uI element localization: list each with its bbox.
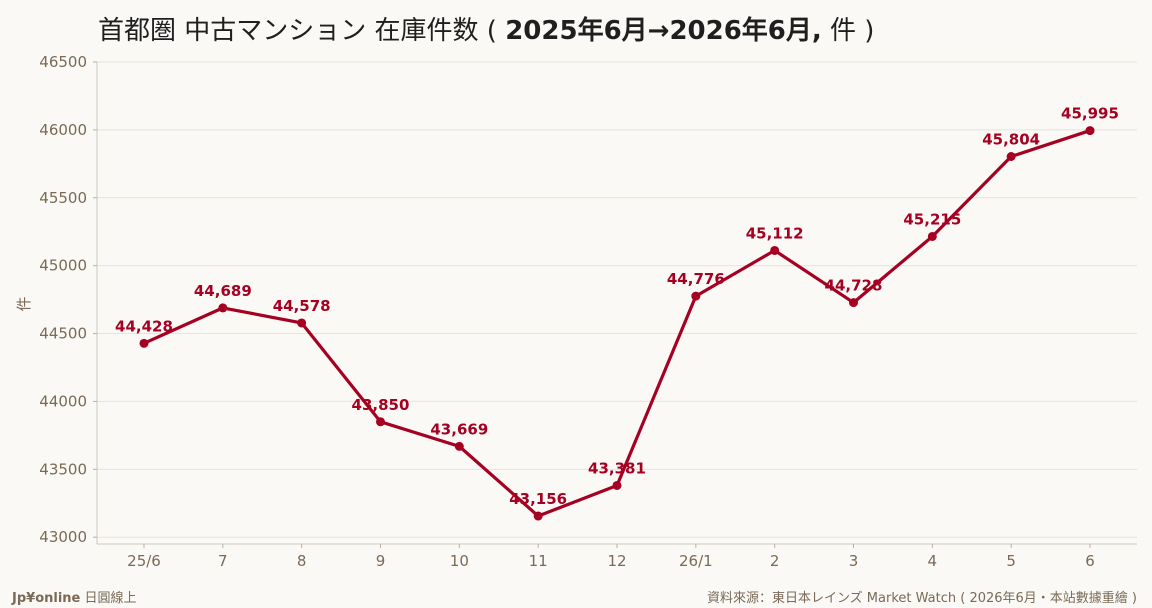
data-point xyxy=(1006,151,1016,161)
x-tick-label: 5 xyxy=(1006,552,1016,570)
y-tick-label: 46000 xyxy=(39,121,87,139)
data-label: 43,156 xyxy=(509,490,567,508)
data-label: 44,728 xyxy=(825,277,883,295)
footer-brand: Jp¥online 日圓線上 xyxy=(12,587,137,606)
x-tick-label: 8 xyxy=(297,552,307,570)
data-point xyxy=(770,245,780,255)
data-label: 45,995 xyxy=(1061,105,1119,123)
y-tick-label: 45000 xyxy=(39,257,87,275)
brand-subtitle: 日圓線上 xyxy=(84,591,137,606)
data-point xyxy=(1085,126,1095,136)
data-point xyxy=(533,511,543,521)
data-label: 43,669 xyxy=(430,420,488,438)
x-tick-label: 9 xyxy=(376,552,386,570)
x-axis-ticks: 25/6 7 8 9 10 11 12 26/1 2 3 4 5 6 xyxy=(127,544,1095,570)
data-label: 44,689 xyxy=(194,282,252,300)
chart-title-prefix: 首都圏 中古マンション 在庫件数 ( xyxy=(98,16,506,46)
x-tick-label: 10 xyxy=(450,552,469,570)
y-tick-label: 45500 xyxy=(39,189,87,207)
data-point xyxy=(297,318,307,328)
data-label: 44,578 xyxy=(273,297,331,315)
data-label: 45,804 xyxy=(982,130,1040,148)
data-point xyxy=(691,291,701,301)
y-axis-ticks: 43000 43500 44000 44500 45000 45500 46000 46500 xyxy=(39,53,97,546)
data-labels: 44,428 44,689 44,578 43,850 43,669 43,156 43,3… xyxy=(115,105,1119,508)
data-point xyxy=(376,417,385,427)
x-tick-label: 4 xyxy=(928,552,938,570)
data-point xyxy=(139,338,149,348)
x-tick-label: 12 xyxy=(607,552,626,570)
series xyxy=(139,126,1095,521)
x-tick-label: 6 xyxy=(1085,552,1095,570)
data-point xyxy=(849,298,858,308)
y-tick-label: 46500 xyxy=(39,53,87,71)
data-label: 44,428 xyxy=(115,317,173,335)
series-line xyxy=(143,129,1091,518)
chart-title-suffix: 件 ) xyxy=(821,16,875,46)
y-tick-label: 43000 xyxy=(39,528,87,546)
data-point xyxy=(927,231,937,241)
x-tick-label: 2 xyxy=(770,552,780,570)
x-tick-label: 7 xyxy=(218,552,228,570)
data-point xyxy=(454,441,464,451)
chart-title-period: 2025年6月→2026年6月, xyxy=(505,16,822,46)
source-note: 資料來源：東日本レインズ Market Watch ( 2026年6月・本站數據… xyxy=(706,591,1137,606)
x-tick-label: 26/1 xyxy=(679,552,713,570)
y-tick-label: 43500 xyxy=(39,460,87,478)
x-tick-label: 3 xyxy=(849,552,859,570)
data-point xyxy=(612,480,622,490)
data-label: 45,215 xyxy=(903,210,961,228)
gridlines xyxy=(97,61,1137,538)
data-label: 43,850 xyxy=(352,396,410,414)
chart-title: 首都圏 中古マンション 在庫件数 ( 2025年6月→2026年6月, 件 ) xyxy=(98,10,874,47)
y-tick-label: 44000 xyxy=(39,392,87,410)
data-label: 44,776 xyxy=(667,270,725,288)
data-label: 45,112 xyxy=(746,224,804,242)
data-label: 43,381 xyxy=(588,459,646,477)
data-point xyxy=(218,303,228,313)
x-tick-label: 25/6 xyxy=(127,552,161,570)
y-tick-label: 44500 xyxy=(39,325,87,343)
x-tick-label: 11 xyxy=(529,552,548,570)
brand-name: Jp¥online xyxy=(12,591,81,606)
